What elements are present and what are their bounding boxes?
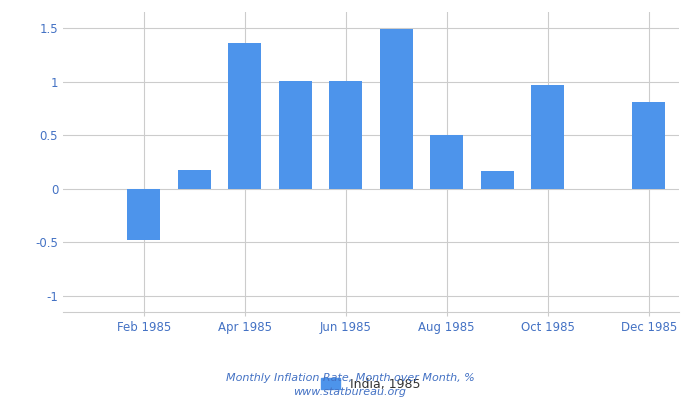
Bar bbox=[380, 29, 413, 189]
Bar bbox=[178, 170, 211, 189]
Legend: India, 1985: India, 1985 bbox=[316, 373, 426, 396]
Bar bbox=[329, 80, 362, 189]
Text: Monthly Inflation Rate, Month over Month, %: Monthly Inflation Rate, Month over Month… bbox=[225, 373, 475, 383]
Bar bbox=[481, 170, 514, 189]
Bar bbox=[632, 102, 665, 189]
Bar bbox=[430, 135, 463, 189]
Bar bbox=[531, 85, 564, 189]
Text: www.statbureau.org: www.statbureau.org bbox=[293, 387, 407, 397]
Bar bbox=[127, 189, 160, 240]
Bar bbox=[228, 43, 261, 189]
Bar bbox=[279, 80, 312, 189]
